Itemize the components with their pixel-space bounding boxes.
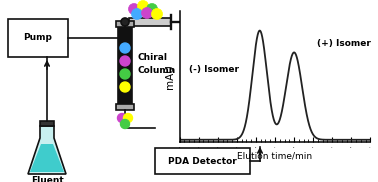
Text: Chiral
Column: Chiral Column xyxy=(137,53,175,75)
Y-axis label: mAU: mAU xyxy=(166,64,175,89)
Circle shape xyxy=(129,3,139,15)
Polygon shape xyxy=(30,144,64,172)
Circle shape xyxy=(152,9,163,19)
Circle shape xyxy=(141,7,152,19)
Text: Eluent: Eluent xyxy=(31,176,64,182)
Circle shape xyxy=(121,120,130,128)
Bar xyxy=(40,121,54,126)
Bar xyxy=(116,104,134,110)
Circle shape xyxy=(121,18,129,26)
Circle shape xyxy=(120,69,130,79)
Circle shape xyxy=(120,43,130,53)
Circle shape xyxy=(120,82,130,92)
X-axis label: Elution time/min: Elution time/min xyxy=(237,152,313,161)
Bar xyxy=(155,148,250,174)
Circle shape xyxy=(132,9,143,19)
Bar xyxy=(116,21,134,27)
Text: PDA Detector: PDA Detector xyxy=(168,157,237,165)
Bar xyxy=(118,27,132,104)
Circle shape xyxy=(118,114,127,122)
Bar xyxy=(8,19,68,57)
Text: (+) Isomer: (+) Isomer xyxy=(317,39,371,48)
Circle shape xyxy=(147,3,158,15)
Bar xyxy=(129,18,171,26)
Circle shape xyxy=(138,1,149,11)
Polygon shape xyxy=(28,126,66,174)
Circle shape xyxy=(124,114,133,122)
Text: Pump: Pump xyxy=(23,33,53,43)
Text: (-) Isomer: (-) Isomer xyxy=(189,65,239,74)
Circle shape xyxy=(120,56,130,66)
